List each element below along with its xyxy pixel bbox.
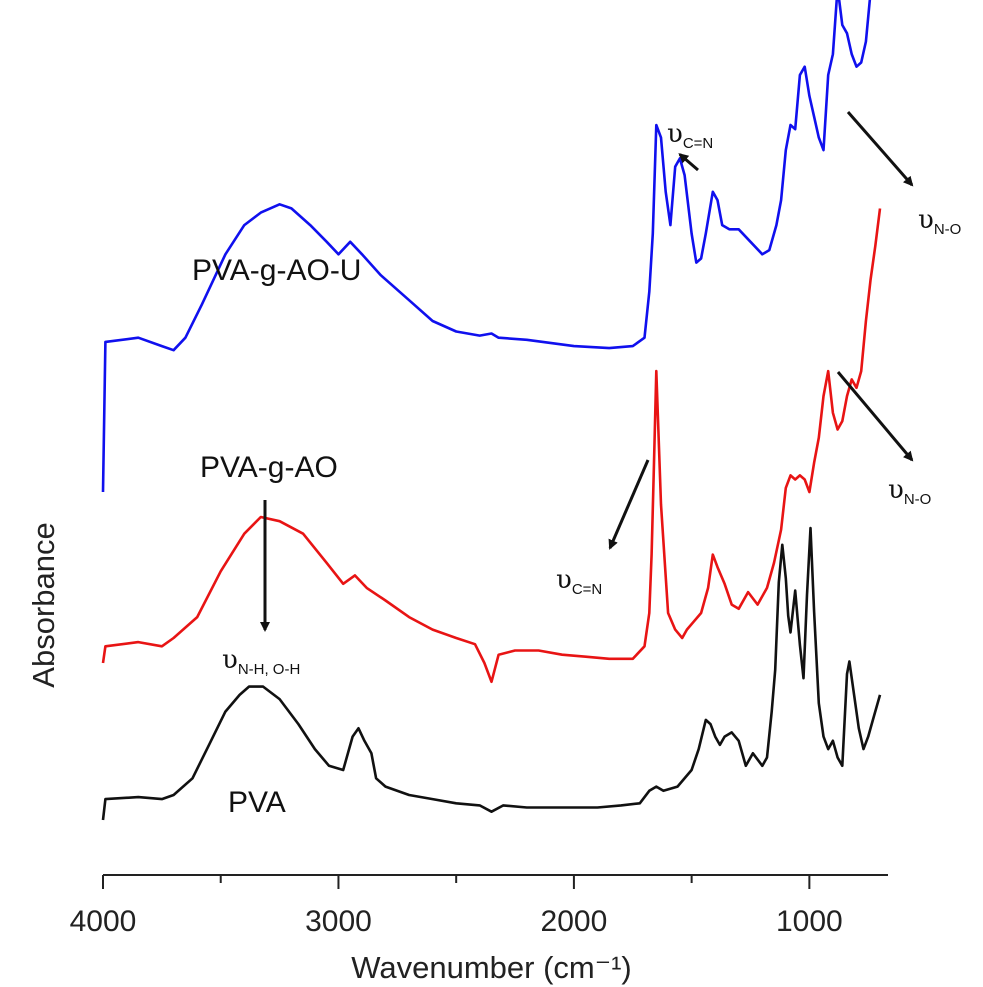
svg-text:υN-O: υN-O xyxy=(918,205,961,238)
plot-area xyxy=(101,0,882,821)
x-tick-label: 2000 xyxy=(541,905,608,938)
x-tick-label: 4000 xyxy=(70,905,137,938)
y-axis-title: Absorbance xyxy=(26,522,61,687)
x-tick-label: 1000 xyxy=(776,905,843,938)
annotation-arrow xyxy=(678,153,699,172)
annotation-c-n-red: υC=N xyxy=(556,459,650,598)
annotation-subscript: N-O xyxy=(904,491,932,508)
svg-text:υC=N: υC=N xyxy=(667,119,713,152)
annotation-n-o-red: υN-O xyxy=(836,371,931,508)
svg-text:υC=N: υC=N xyxy=(556,565,602,598)
peak-annotations: υC=N υN-O υC=N υN-O υN-H, O-H xyxy=(222,111,961,678)
annotation-n-h-o-h: υN-H, O-H xyxy=(222,500,300,678)
svg-text:υN-O: υN-O xyxy=(888,475,931,508)
annotation-subscript: C=N xyxy=(572,581,602,598)
annotation-symbol: υ xyxy=(888,475,904,505)
annotation-arrow xyxy=(608,459,650,550)
annotation-subscript: N-O xyxy=(934,221,962,238)
series-line-pva-g-ao-u xyxy=(101,0,872,493)
annotation-symbol: υ xyxy=(918,205,934,235)
annotation-symbol: υ xyxy=(556,565,572,595)
annotation-subscript: N-H, O-H xyxy=(238,661,301,678)
annotation-c-n-blue: υC=N xyxy=(667,119,713,172)
annotation-subscript: C=N xyxy=(683,135,713,152)
x-axis-title: Wavenumber (cm⁻¹) xyxy=(351,950,631,985)
series-line-pva-g-ao xyxy=(101,208,882,684)
x-axis: 4000 3000 2000 1000 xyxy=(70,874,888,938)
series-labels: PVA-g-AO-U PVA-g-AO PVA xyxy=(192,254,361,819)
annotation-arrow xyxy=(846,111,914,187)
x-axis-ticks: 4000 3000 2000 1000 xyxy=(70,875,843,938)
annotation-arrow xyxy=(836,371,914,462)
annotation-symbol: υ xyxy=(667,119,683,149)
series-label-pva-g-ao: PVA-g-AO xyxy=(200,451,338,484)
series-line-pva xyxy=(101,526,882,821)
svg-text:υN-H, O-H: υN-H, O-H xyxy=(222,645,300,678)
x-tick-label: 3000 xyxy=(305,905,372,938)
annotation-n-o-blue: υN-O xyxy=(846,111,961,238)
series-label-pva: PVA xyxy=(228,786,286,819)
series-label-pva-g-ao-u: PVA-g-AO-U xyxy=(192,254,361,287)
annotation-symbol: υ xyxy=(222,645,238,675)
